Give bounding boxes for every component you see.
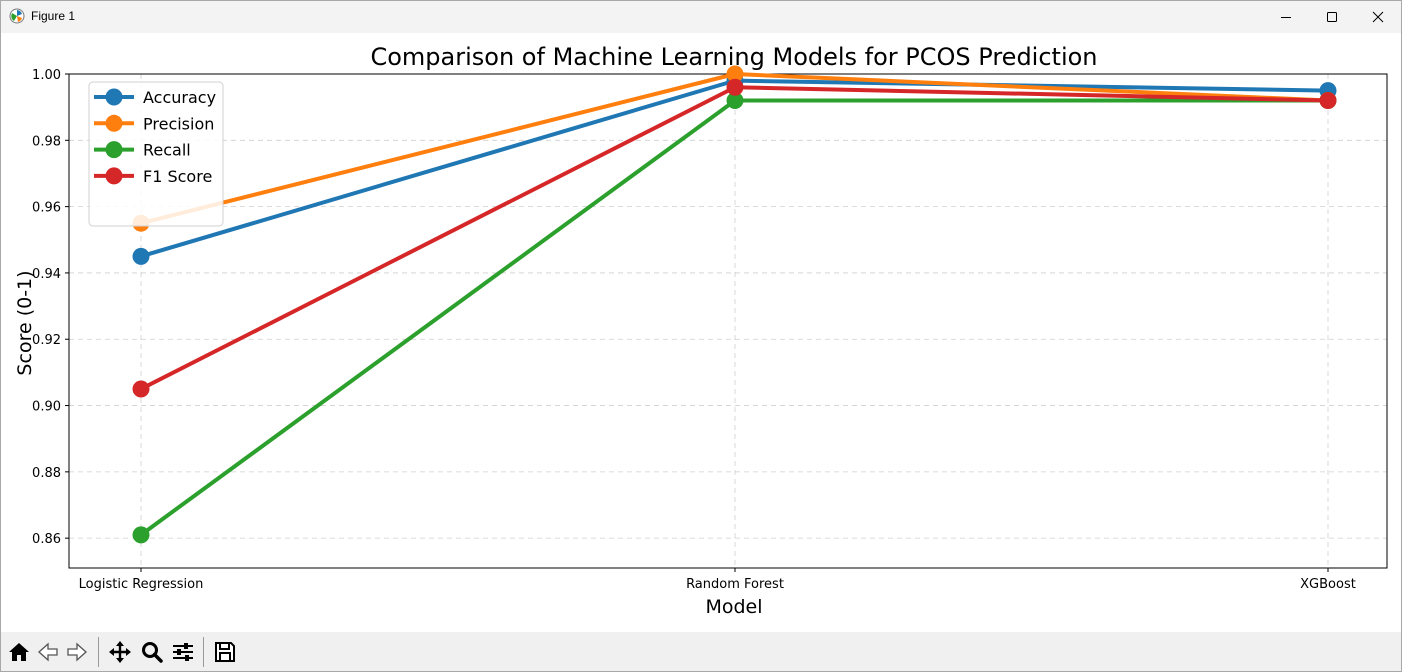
y-tick-label: 0.94 <box>32 267 61 282</box>
recall-point <box>132 526 150 544</box>
x-tick-label: Random Forest <box>686 577 784 592</box>
y-tick-label: 0.98 <box>32 134 61 149</box>
f1-score-line <box>140 85 1329 391</box>
zoom-button[interactable] <box>138 636 166 668</box>
configure-subplots-button[interactable] <box>169 636 197 668</box>
sliders-icon <box>173 643 193 661</box>
window-title: Figure 1 <box>31 9 76 23</box>
f1-score-point <box>1319 92 1337 110</box>
y-tick-label: 0.86 <box>32 532 61 547</box>
legend-marker <box>105 114 123 132</box>
legend-marker <box>105 167 123 185</box>
legend-marker <box>105 88 123 106</box>
f1-score-point <box>726 78 744 96</box>
chart-title: Comparison of Machine Learning Models fo… <box>370 43 1097 71</box>
accuracy-point <box>132 247 150 265</box>
close-icon <box>1372 11 1384 23</box>
toolbar-separator <box>98 637 99 667</box>
zoom-icon <box>142 642 163 663</box>
legend-label: Accuracy <box>143 88 216 107</box>
legend-label: Precision <box>143 114 214 133</box>
x-axis: Logistic Regression Random Forest XGBoost <box>79 568 1356 592</box>
save-icon <box>215 642 235 662</box>
legend-label: F1 Score <box>143 167 212 186</box>
maximize-button[interactable] <box>1309 1 1355 33</box>
minimize-button[interactable] <box>1263 1 1309 33</box>
maximize-icon <box>1327 12 1337 22</box>
recall-point <box>726 92 744 110</box>
save-button[interactable] <box>211 636 239 668</box>
axes-frame <box>68 73 1388 569</box>
f1-score-point <box>132 380 150 398</box>
legend-box <box>88 81 224 227</box>
series-f1-score <box>132 78 1337 398</box>
chart-canvas[interactable]: 0.86 0.88 0.90 0.92 0.94 0.96 0.98 1.00 Logisti… <box>1 33 1401 631</box>
y-tick-label: 1.00 <box>32 68 61 83</box>
recall-line <box>139 98 1328 537</box>
minimize-icon <box>1281 17 1291 18</box>
legend-marker <box>105 141 123 159</box>
forward-button[interactable] <box>63 636 91 668</box>
x-tick-label: Logistic Regression <box>79 577 204 592</box>
series-recall <box>132 92 1337 544</box>
legend-item-f1-score: F1 Score <box>94 167 212 186</box>
legend: Accuracy Precision Recall F1 Score <box>88 81 224 227</box>
y-tick-label: 0.96 <box>32 201 61 216</box>
title-bar: Figure 1 <box>1 1 1401 33</box>
y-tick-label: 0.90 <box>32 400 61 415</box>
toolbar-separator <box>203 637 204 667</box>
matplotlib-icon <box>9 8 25 24</box>
series-group <box>132 65 1337 544</box>
close-button[interactable] <box>1355 1 1401 33</box>
back-button[interactable] <box>34 636 62 668</box>
navigation-toolbar <box>1 632 1401 671</box>
x-tick-label: XGBoost <box>1300 577 1356 592</box>
pan-icon <box>109 641 131 663</box>
legend-label: Recall <box>143 141 191 160</box>
pan-button[interactable] <box>106 636 134 668</box>
home-icon <box>9 643 29 661</box>
legend-item-recall: Recall <box>94 141 191 160</box>
y-tick-label: 0.92 <box>32 333 61 348</box>
home-button[interactable] <box>5 636 33 668</box>
y-axis-label: Score (0-1) <box>14 270 36 375</box>
precision-point <box>726 65 744 83</box>
grid <box>69 73 1387 568</box>
back-arrow-icon <box>38 642 58 662</box>
x-axis-label: Model <box>705 596 762 618</box>
legend-item-accuracy: Accuracy <box>94 88 216 107</box>
y-tick-label: 0.88 <box>32 466 61 481</box>
y-axis: 0.86 0.88 0.90 0.92 0.94 0.96 0.98 1.00 <box>32 68 69 547</box>
legend-item-precision: Precision <box>94 114 214 133</box>
forward-arrow-icon <box>67 642 87 662</box>
